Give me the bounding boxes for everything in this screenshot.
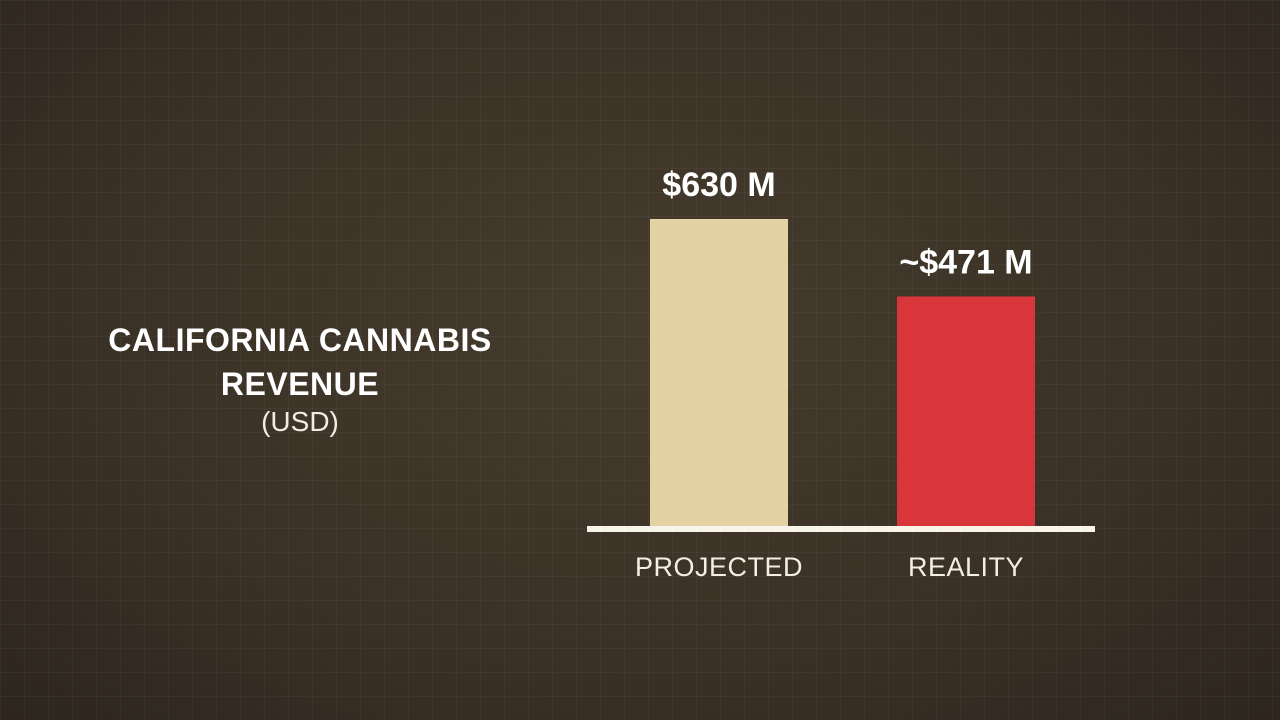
bar xyxy=(897,296,1035,526)
bar xyxy=(650,219,788,526)
chart-title: CALIFORNIA CANNABIS REVENUE xyxy=(108,322,492,402)
chart-subtitle: (USD) xyxy=(261,406,339,437)
value-label: $630 M xyxy=(662,166,775,204)
x-tick-label: REALITY xyxy=(908,552,1024,582)
x-tick-label: PROJECTED xyxy=(635,552,803,582)
value-label: ~$471 M xyxy=(899,243,1032,281)
